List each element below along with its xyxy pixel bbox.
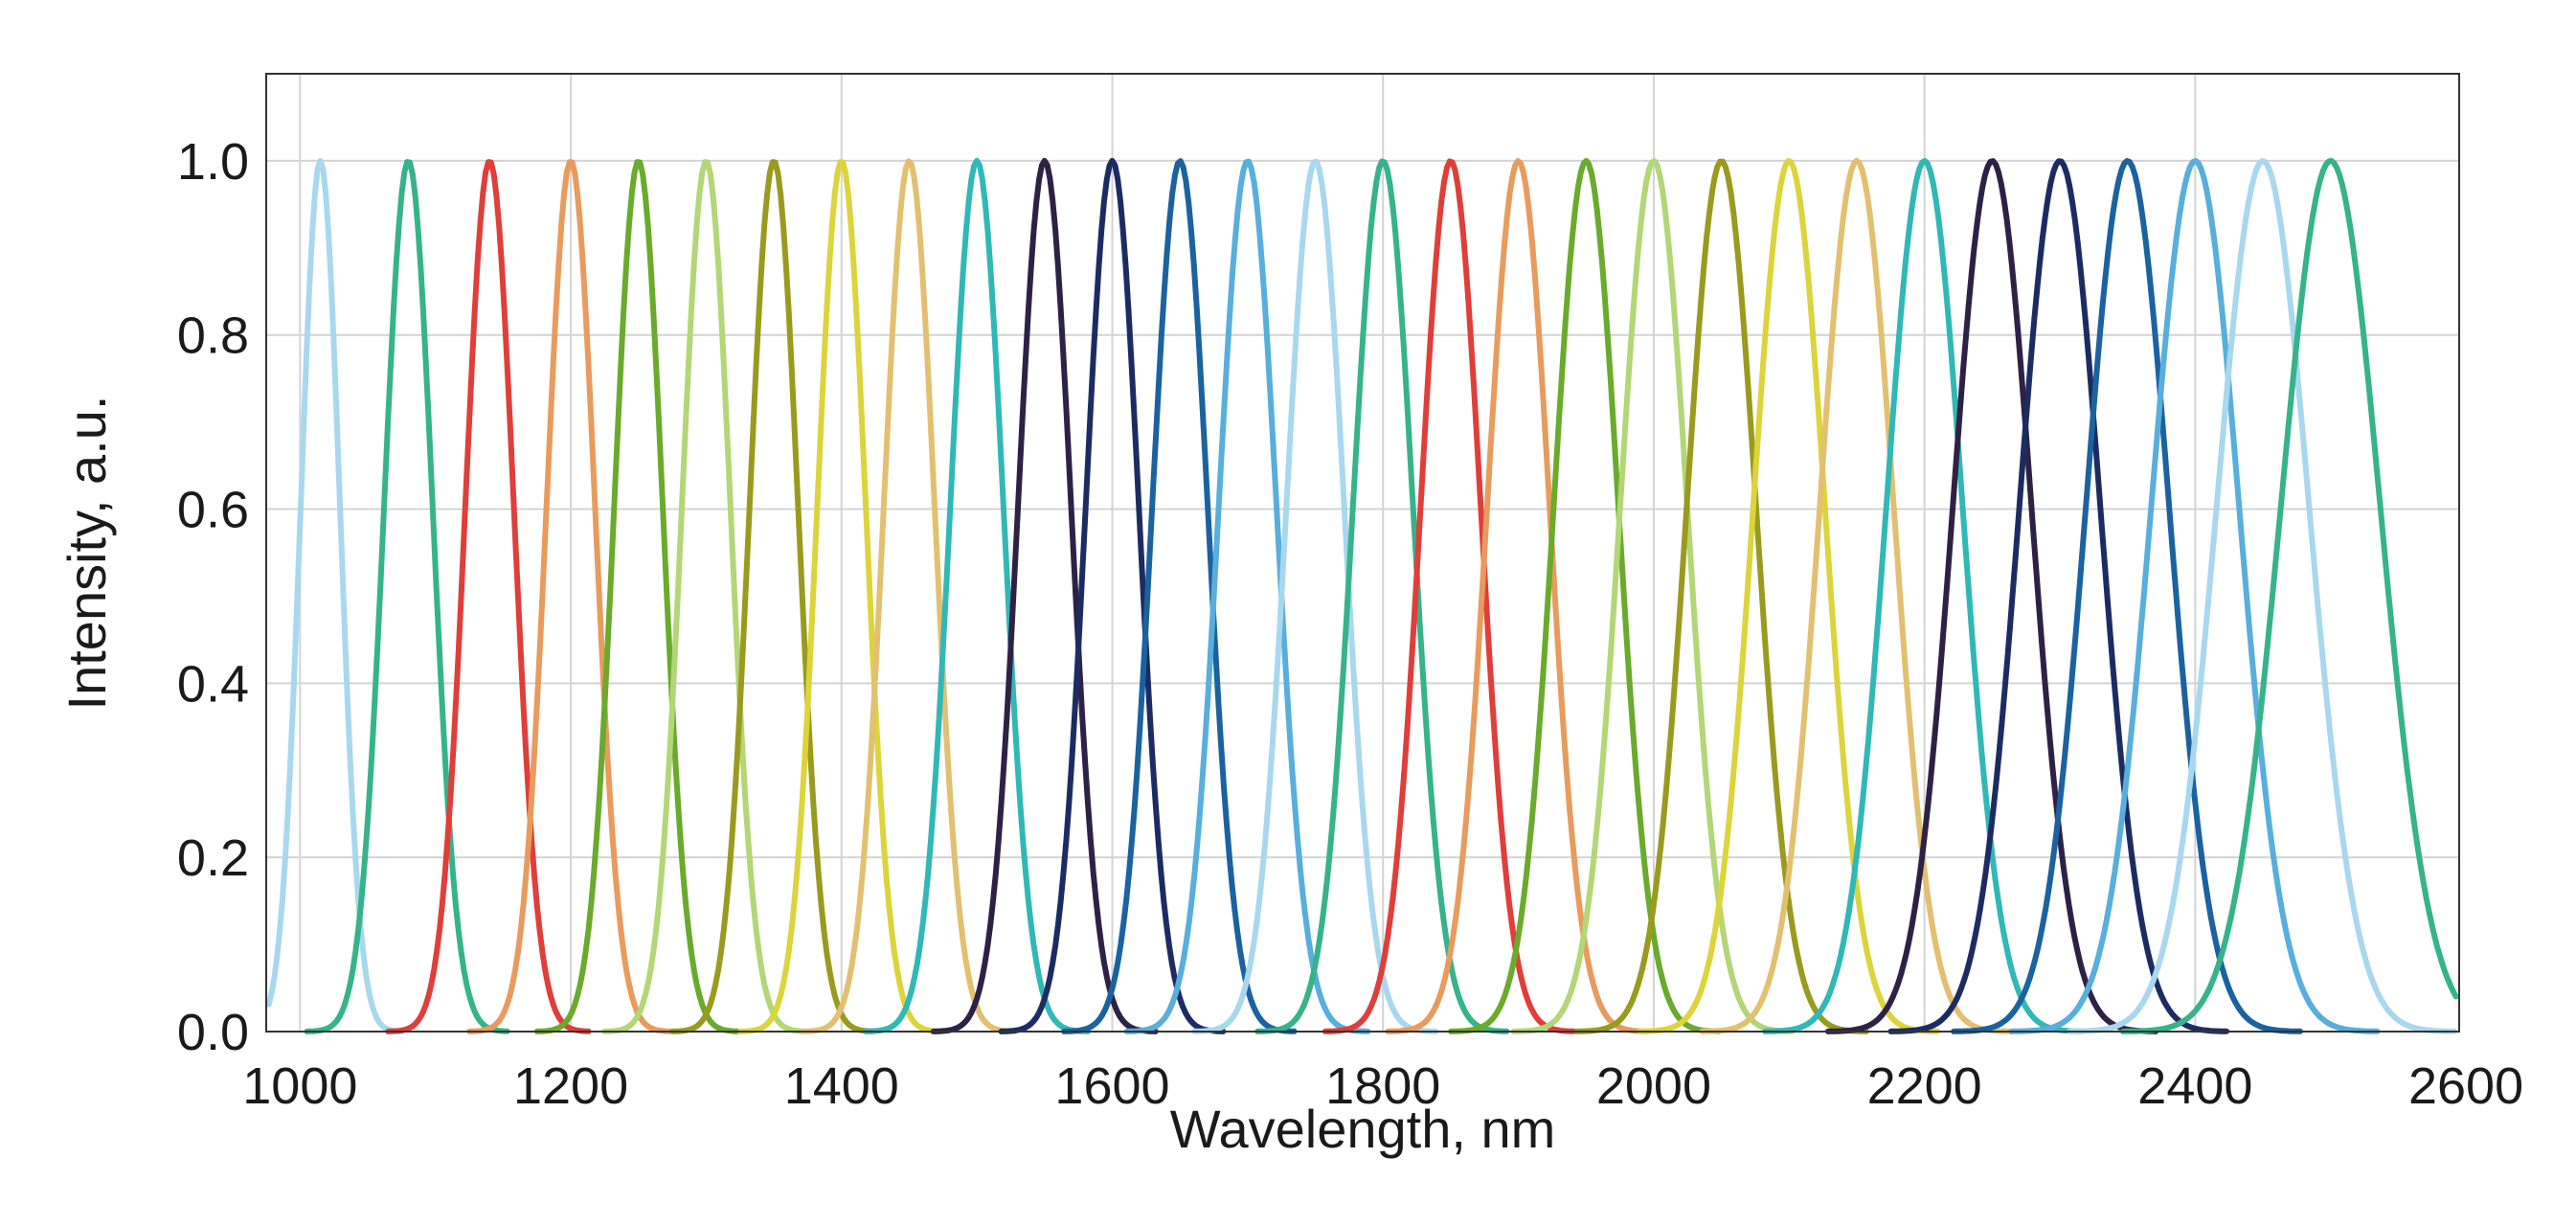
series-line-8 bbox=[736, 159, 944, 1034]
series-line-14 bbox=[1123, 158, 1371, 1034]
series-lines bbox=[265, 157, 2459, 1034]
series-line-26 bbox=[1887, 158, 2230, 1034]
series-line-19 bbox=[1448, 157, 1722, 1034]
series-line-23 bbox=[1699, 157, 2014, 1034]
series-line-4 bbox=[466, 159, 673, 1034]
x-axis-ticks: 1000 1200 1400 1600 1800 2000 2200 2400 2600 bbox=[242, 1057, 2523, 1115]
series-line-24 bbox=[1762, 158, 2085, 1034]
y-tick-label: 0.6 bbox=[177, 482, 249, 539]
series-line-6 bbox=[601, 159, 808, 1034]
y-tick-label: 0.2 bbox=[177, 829, 249, 887]
y-tick-label: 0.4 bbox=[177, 655, 249, 713]
y-tick-label: 1.0 bbox=[177, 133, 249, 191]
series-line-13 bbox=[1061, 158, 1298, 1034]
series-line-2 bbox=[304, 159, 510, 1034]
x-axis-title: Wavelength, nm bbox=[1170, 1099, 1556, 1159]
y-tick-label: 0.8 bbox=[177, 307, 249, 365]
series-line-28 bbox=[2008, 158, 2381, 1034]
series-line-17 bbox=[1322, 158, 1577, 1034]
series-line-30 bbox=[2119, 158, 2459, 1034]
series-line-15 bbox=[1191, 158, 1439, 1034]
x-tick-label: 2400 bbox=[2137, 1057, 2252, 1115]
series-line-18 bbox=[1385, 158, 1651, 1034]
x-tick-label: 1200 bbox=[513, 1057, 628, 1115]
x-tick-label: 1400 bbox=[784, 1057, 899, 1115]
series-line-7 bbox=[669, 159, 876, 1034]
x-tick-label: 2000 bbox=[1596, 1057, 1711, 1115]
y-tick-label: 0.0 bbox=[177, 1004, 249, 1061]
series-line-12 bbox=[998, 157, 1227, 1034]
series-line-10 bbox=[863, 157, 1091, 1034]
series-line-25 bbox=[1824, 158, 2158, 1034]
x-tick-label: 2200 bbox=[1867, 1057, 1982, 1115]
series-line-9 bbox=[800, 158, 1017, 1034]
series-line-16 bbox=[1254, 158, 1510, 1034]
series-line-11 bbox=[930, 157, 1159, 1034]
series-line-3 bbox=[385, 159, 592, 1034]
x-tick-label: 1800 bbox=[1325, 1057, 1440, 1115]
y-axis-title: Intensity, a.u. bbox=[56, 396, 117, 711]
series-line-5 bbox=[533, 159, 741, 1034]
y-axis-ticks: 0.0 0.2 0.4 0.6 0.8 1.0 bbox=[177, 133, 249, 1061]
series-line-29 bbox=[2067, 158, 2457, 1034]
series-line-27 bbox=[1951, 158, 2303, 1034]
plot-frame bbox=[265, 73, 2460, 1033]
x-tick-label: 2600 bbox=[2408, 1057, 2523, 1115]
series-line-20 bbox=[1510, 158, 1796, 1034]
series-line-1 bbox=[265, 157, 405, 1034]
x-tick-label: 1000 bbox=[242, 1057, 357, 1115]
x-tick-label: 1600 bbox=[1054, 1057, 1169, 1115]
